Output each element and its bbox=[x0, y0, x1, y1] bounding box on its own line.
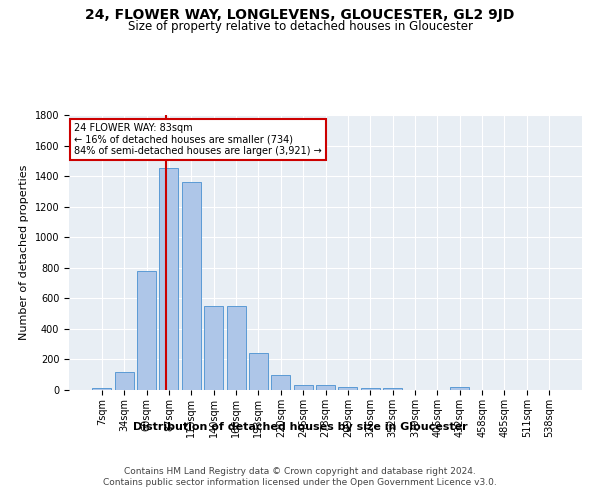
Bar bbox=[361, 388, 380, 390]
Bar bbox=[204, 306, 223, 390]
Bar bbox=[338, 387, 358, 390]
Bar bbox=[316, 386, 335, 390]
Text: 24, FLOWER WAY, LONGLEVENS, GLOUCESTER, GL2 9JD: 24, FLOWER WAY, LONGLEVENS, GLOUCESTER, … bbox=[85, 8, 515, 22]
Bar bbox=[160, 168, 178, 390]
Bar bbox=[271, 374, 290, 390]
Bar bbox=[249, 352, 268, 390]
Bar bbox=[115, 372, 134, 390]
Bar bbox=[182, 182, 201, 390]
Bar bbox=[92, 388, 112, 390]
Text: Size of property relative to detached houses in Gloucester: Size of property relative to detached ho… bbox=[128, 20, 473, 33]
Y-axis label: Number of detached properties: Number of detached properties bbox=[19, 165, 29, 340]
Bar bbox=[450, 387, 469, 390]
Text: Contains HM Land Registry data © Crown copyright and database right 2024.
Contai: Contains HM Land Registry data © Crown c… bbox=[103, 468, 497, 487]
Text: Distribution of detached houses by size in Gloucester: Distribution of detached houses by size … bbox=[133, 422, 467, 432]
Bar bbox=[227, 306, 245, 390]
Bar bbox=[293, 384, 313, 390]
Bar bbox=[137, 271, 156, 390]
Text: 24 FLOWER WAY: 83sqm
← 16% of detached houses are smaller (734)
84% of semi-deta: 24 FLOWER WAY: 83sqm ← 16% of detached h… bbox=[74, 123, 322, 156]
Bar bbox=[383, 388, 402, 390]
